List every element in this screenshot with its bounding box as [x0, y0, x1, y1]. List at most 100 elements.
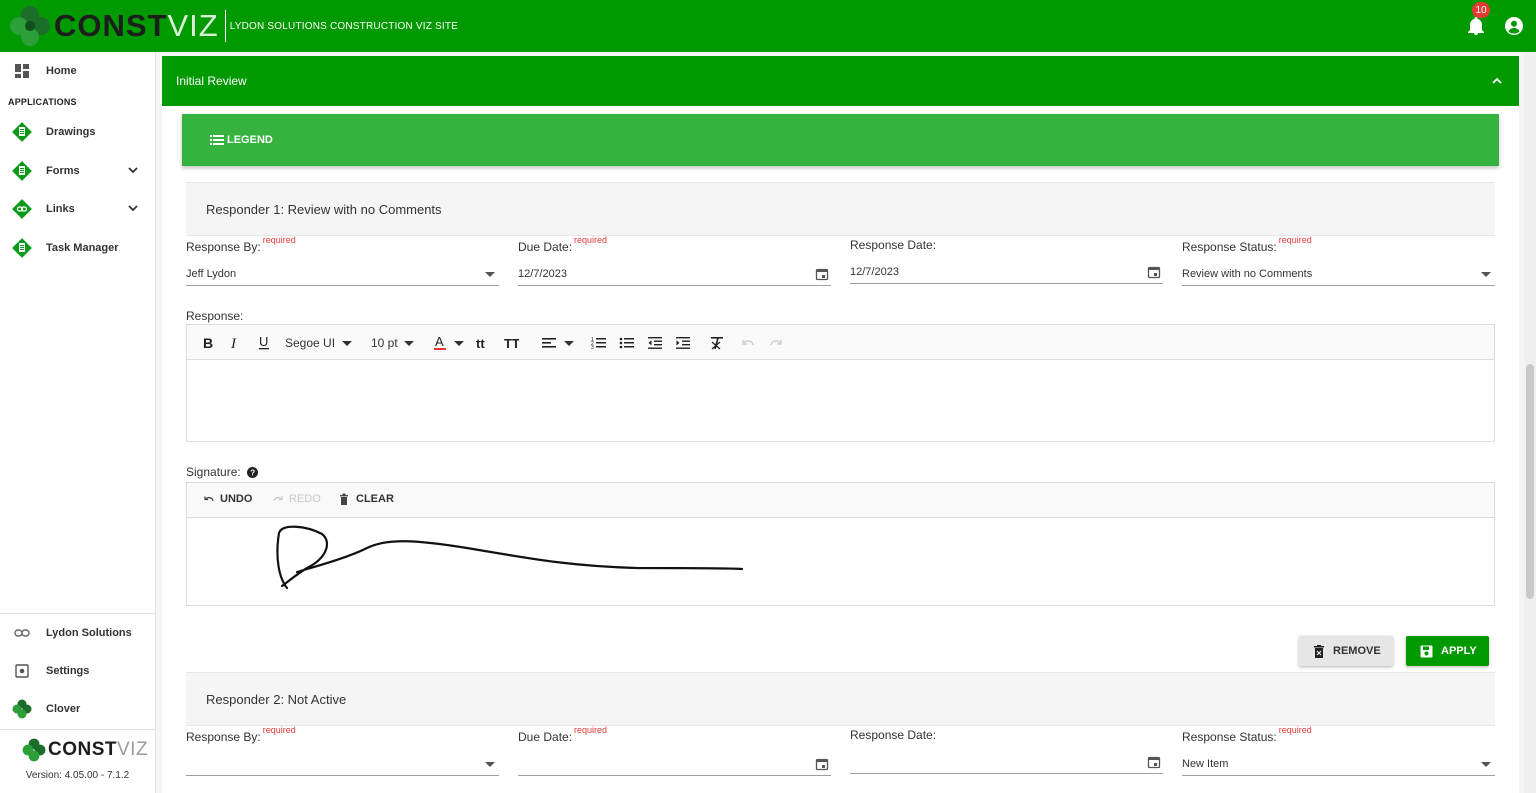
svg-text:B: B	[203, 336, 213, 350]
redo-signature-button[interactable]: REDO	[272, 493, 321, 505]
sidebar-item-drawings[interactable]: Drawings	[0, 114, 155, 150]
due-date-label: Due Date:	[518, 240, 573, 254]
list-icon	[210, 135, 224, 145]
dropdown-arrow-icon[interactable]	[1479, 267, 1493, 281]
response-date-input[interactable]: 12/7/2023	[850, 262, 1163, 284]
clear-signature-button[interactable]: CLEAR	[339, 493, 394, 505]
response-date-field[interactable]: Response Date:	[850, 726, 1163, 774]
dropdown-arrow-icon[interactable]	[453, 333, 465, 353]
italic-icon[interactable]: I	[229, 333, 243, 353]
response-by-select[interactable]: Jeff Lydon	[186, 264, 499, 286]
bold-icon[interactable]: B	[201, 333, 215, 353]
calendar-icon[interactable]	[1147, 755, 1161, 769]
response-by-field[interactable]: Response By: required	[186, 725, 499, 776]
font-size: 10 pt	[371, 336, 398, 350]
uppercase-icon[interactable]: TT	[503, 333, 519, 353]
delete-icon	[1314, 644, 1324, 658]
site-title: LYDON SOLUTIONS CONSTRUCTION VIZ SITE	[224, 10, 458, 42]
clear-format-icon[interactable]	[709, 333, 725, 353]
response-by-select[interactable]	[186, 754, 499, 776]
sidebar-item-home[interactable]: Home	[0, 53, 155, 89]
signature-label: Signature:	[186, 465, 241, 479]
panel-title: Initial Review	[176, 74, 247, 88]
sidebar-item-clover[interactable]: Clover	[0, 691, 155, 727]
sidebar-item-links[interactable]: Links	[0, 191, 155, 227]
calendar-icon[interactable]	[815, 757, 829, 771]
notification-count-badge: 10	[1472, 2, 1490, 18]
dropdown-arrow-icon[interactable]	[341, 333, 353, 353]
lowercase-icon[interactable]: tt	[475, 333, 491, 353]
constviz-logo[interactable]: CONSTVIZ	[8, 4, 219, 48]
svg-text:3: 3	[591, 345, 594, 350]
apply-button[interactable]: APPLY	[1406, 636, 1489, 666]
account-circle-icon[interactable]	[1502, 14, 1526, 38]
chevron-up-icon[interactable]	[1491, 75, 1503, 90]
redo-label: REDO	[289, 493, 321, 505]
editor-content-area[interactable]	[187, 360, 1494, 441]
footer-logo: CONSTVIZ	[22, 738, 148, 762]
responder-2-title: Responder 2: Not Active	[206, 691, 347, 707]
chevron-down-icon[interactable]	[127, 202, 139, 217]
underline-icon[interactable]: U	[257, 333, 271, 353]
sidebar-item-settings[interactable]: Settings	[0, 653, 155, 689]
undo-signature-button[interactable]: UNDO	[203, 493, 252, 505]
required-indicator: required	[262, 235, 296, 245]
due-date-input[interactable]: 12/7/2023	[518, 264, 831, 286]
required-indicator: required	[574, 235, 608, 245]
help-icon[interactable]: ?	[246, 466, 258, 478]
response-status-field[interactable]: Response Status: required New Item	[1182, 725, 1495, 776]
sidebar-item-task-manager[interactable]: Task Manager	[0, 230, 155, 266]
due-date-label: Due Date:	[518, 730, 573, 744]
indent-icon[interactable]	[675, 333, 691, 353]
align-left-icon[interactable]	[541, 333, 557, 353]
signature-pad[interactable]: UNDO REDO CLEAR	[186, 482, 1495, 606]
dropdown-arrow-icon[interactable]	[483, 757, 497, 771]
response-date-field[interactable]: Response Date: 12/7/2023	[850, 236, 1163, 284]
response-status-select[interactable]: New Item	[1182, 754, 1495, 776]
sidebar-divider	[0, 613, 155, 614]
responder-1-title: Responder 1: Review with no Comments	[206, 201, 442, 217]
font-family-select[interactable]: Segoe UI	[285, 333, 335, 353]
sidebar-item-label: Task Manager	[46, 242, 119, 254]
scrollbar-thumb[interactable]	[1526, 364, 1534, 599]
sidebar: Home APPLICATIONS Drawings Forms Links T…	[0, 52, 156, 793]
bullet-list-icon[interactable]	[619, 333, 635, 353]
calendar-icon[interactable]	[815, 267, 829, 281]
due-date-input[interactable]	[518, 754, 831, 776]
svg-text:U: U	[259, 335, 268, 349]
response-status-field[interactable]: Response Status: required Review with no …	[1182, 235, 1495, 286]
font-color-icon[interactable]: A	[433, 333, 447, 353]
main-content: Initial Review LEGEND Responder 1: Revie…	[162, 52, 1519, 793]
response-date-input[interactable]	[850, 752, 1163, 774]
chevron-down-icon[interactable]	[127, 164, 139, 179]
sidebar-item-lydon-solutions[interactable]: Lydon Solutions	[0, 615, 155, 651]
font-size-select[interactable]: 10 pt	[371, 333, 398, 353]
response-status-value: Review with no Comments	[1182, 268, 1313, 280]
dropdown-arrow-icon[interactable]	[1479, 757, 1493, 771]
response-by-field[interactable]: Response By: required Jeff Lydon	[186, 235, 499, 286]
dropdown-arrow-icon[interactable]	[563, 333, 575, 353]
dropdown-arrow-icon[interactable]	[483, 267, 497, 281]
remove-button[interactable]: REMOVE	[1299, 636, 1393, 666]
initial-review-panel-header[interactable]: Initial Review	[162, 56, 1519, 106]
dropdown-arrow-icon[interactable]	[403, 333, 415, 353]
svg-text:1: 1	[591, 337, 594, 343]
calendar-icon[interactable]	[1147, 265, 1161, 279]
due-date-field[interactable]: Due Date: required 12/7/2023	[518, 235, 831, 286]
link-icon	[11, 622, 33, 644]
outdent-icon[interactable]	[647, 333, 663, 353]
legend-button[interactable]: LEGEND	[182, 114, 1499, 166]
notifications-bell-icon[interactable]: 10	[1464, 2, 1490, 38]
clear-label: CLEAR	[356, 493, 394, 505]
link-icon	[11, 198, 33, 220]
main-scrollbar[interactable]	[1524, 52, 1536, 793]
applications-section-label: APPLICATIONS	[8, 97, 77, 107]
redo-icon	[273, 496, 283, 502]
response-status-select[interactable]: Review with no Comments	[1182, 264, 1495, 286]
sidebar-item-forms[interactable]: Forms	[0, 153, 155, 189]
due-date-field[interactable]: Due Date: required	[518, 725, 831, 776]
dashboard-icon	[11, 60, 33, 82]
